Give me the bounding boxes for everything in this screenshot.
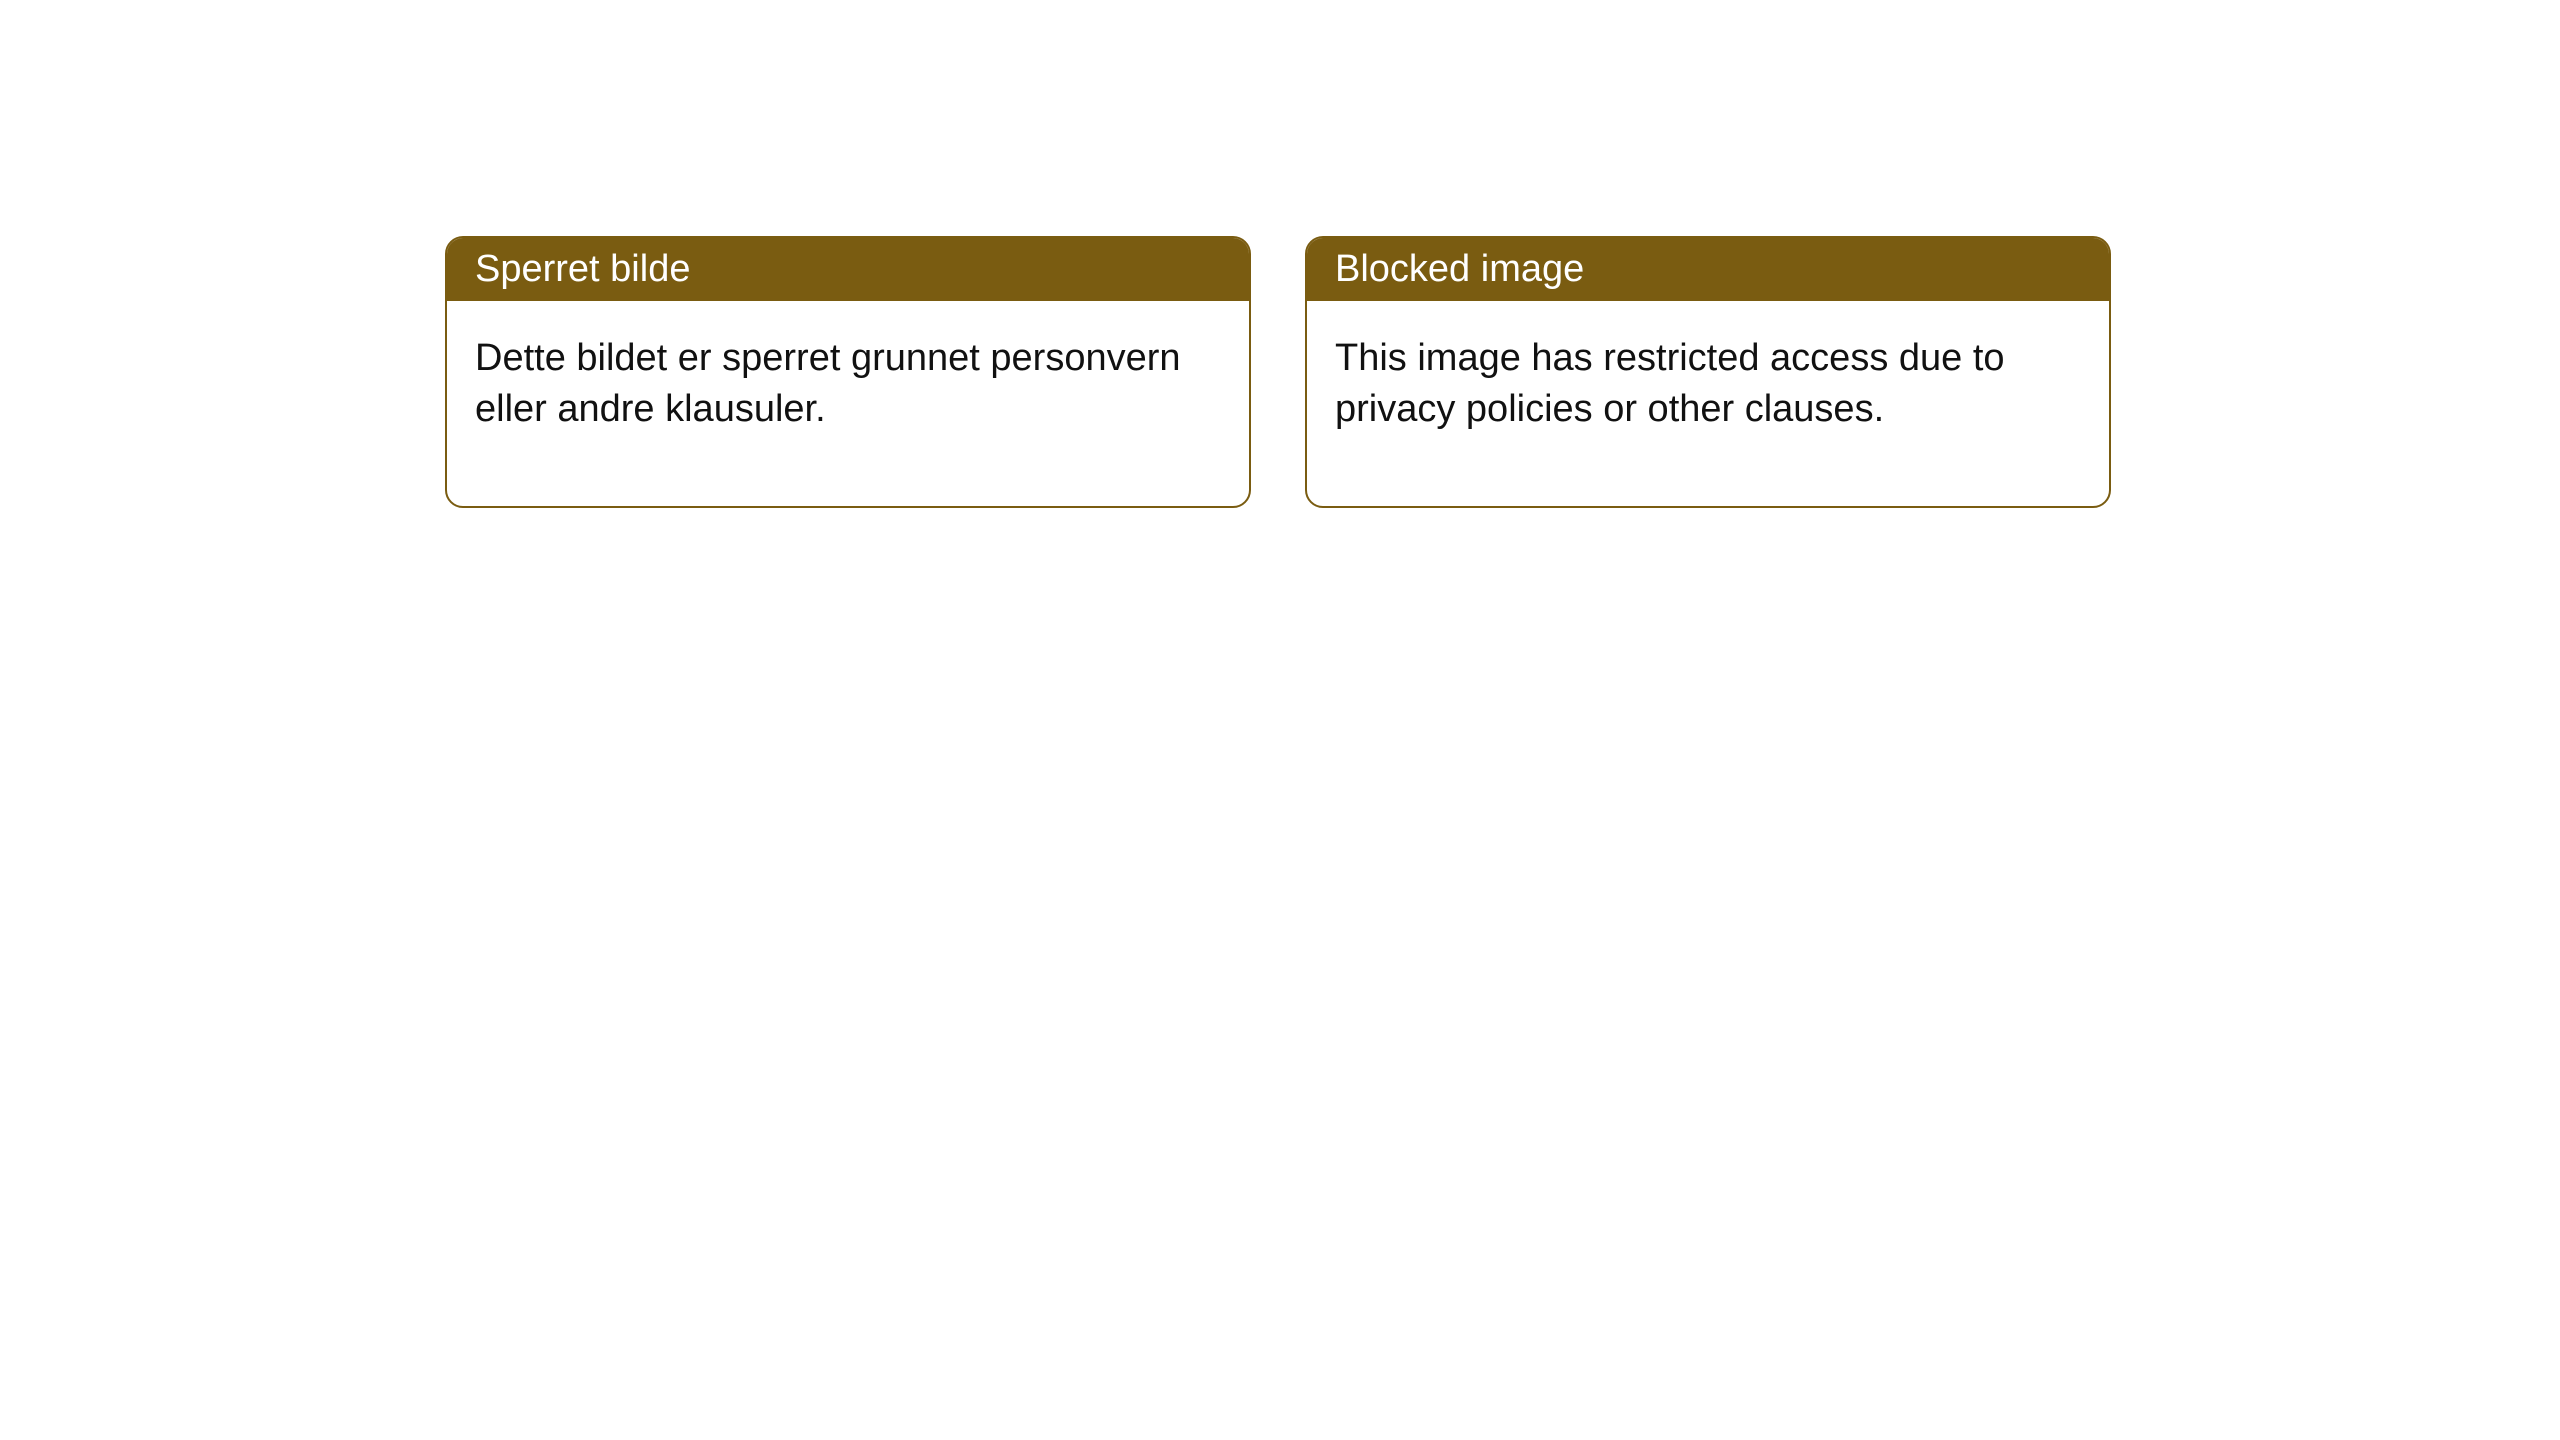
card-body-text: This image has restricted access due to … (1335, 337, 2005, 430)
blocked-image-card-no: Sperret bilde Dette bildet er sperret gr… (445, 236, 1251, 508)
card-body-text: Dette bildet er sperret grunnet personve… (475, 337, 1181, 430)
cards-container: Sperret bilde Dette bildet er sperret gr… (0, 0, 2560, 508)
card-header: Blocked image (1307, 238, 2109, 301)
card-title: Blocked image (1335, 248, 1584, 290)
card-body: This image has restricted access due to … (1307, 301, 2109, 506)
card-body: Dette bildet er sperret grunnet personve… (447, 301, 1249, 506)
card-header: Sperret bilde (447, 238, 1249, 301)
card-title: Sperret bilde (475, 248, 690, 290)
blocked-image-card-en: Blocked image This image has restricted … (1305, 236, 2111, 508)
